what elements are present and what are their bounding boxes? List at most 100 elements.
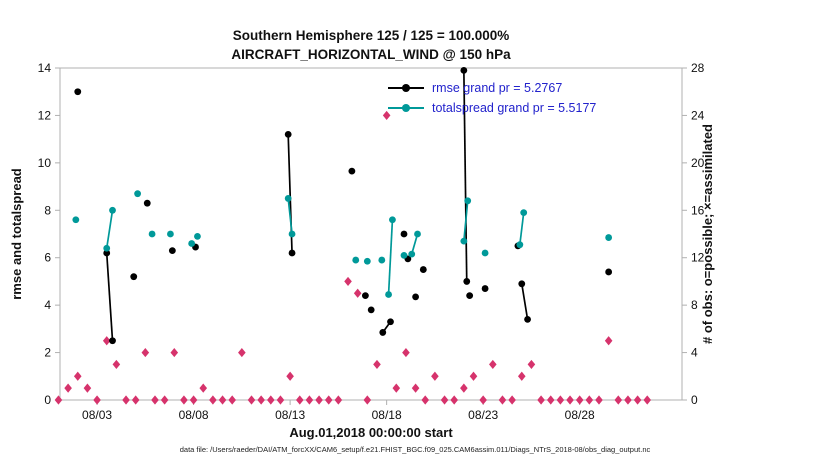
obs-count-marker bbox=[392, 383, 401, 393]
y-right-axis-label: # of obs: o=possible; ×=assimilated bbox=[700, 124, 715, 344]
obs-count-marker bbox=[363, 395, 372, 405]
obs-count-marker bbox=[151, 395, 159, 405]
obs-count-marker bbox=[286, 371, 294, 381]
obs-count-marker bbox=[257, 395, 265, 405]
totalspread-marker bbox=[103, 244, 111, 252]
x-axis-label: Aug.01,2018 00:00:00 start bbox=[289, 425, 453, 440]
totalspread-line bbox=[387, 219, 394, 295]
obs-count-marker bbox=[315, 395, 323, 405]
obs-count-marker bbox=[546, 395, 555, 405]
y-right-tick-label: 24 bbox=[691, 108, 705, 122]
obs-count-marker bbox=[411, 383, 420, 393]
totalspread-line bbox=[410, 233, 419, 255]
rmse-marker bbox=[463, 278, 471, 285]
totalspread-marker bbox=[167, 230, 174, 238]
obs-count-marker bbox=[267, 395, 275, 405]
x-tick-label: 08/08 bbox=[179, 408, 209, 422]
rmse-marker bbox=[460, 66, 468, 74]
obs-count-marker bbox=[64, 383, 72, 393]
y-right-tick-label: 12 bbox=[691, 251, 705, 265]
obs-count-marker bbox=[556, 395, 565, 405]
totalspread-marker bbox=[520, 209, 528, 217]
totalspread-marker bbox=[188, 240, 196, 247]
y-right-tick-label: 8 bbox=[691, 298, 698, 312]
x-tick-label: 08/13 bbox=[275, 408, 305, 422]
rmse-marker bbox=[284, 131, 292, 138]
legend-item-totalspread: totalspread grand pr = 5.5177 bbox=[388, 100, 596, 116]
obs-count-marker bbox=[228, 395, 236, 405]
obs-count-marker bbox=[382, 110, 391, 121]
y-right-tick-label: 4 bbox=[691, 346, 698, 360]
rmse-marker bbox=[348, 167, 356, 175]
axes-layer: 08/03 08/08 08/13 08/18 08/23 08/280246810121… bbox=[38, 61, 705, 422]
y-left-tick-label: 14 bbox=[38, 61, 52, 75]
rmse-marker bbox=[109, 337, 116, 345]
rmse-marker bbox=[74, 88, 82, 96]
obs-count-marker bbox=[373, 359, 381, 370]
obs-count-marker bbox=[604, 336, 613, 346]
x-tick-label: 08/28 bbox=[565, 408, 595, 422]
obs-count-marker bbox=[517, 371, 526, 381]
obs-count-marker bbox=[527, 359, 536, 370]
rmse-marker bbox=[524, 315, 531, 323]
obs-count-marker bbox=[633, 395, 642, 405]
obs-count-marker bbox=[508, 395, 516, 405]
y-left-tick-label: 8 bbox=[44, 203, 51, 217]
chart-title: Southern Hemisphere 125 / 125 = 100.000% bbox=[233, 28, 510, 43]
obs-count-marker bbox=[122, 395, 130, 405]
totalspread-marker bbox=[72, 216, 80, 224]
rmse-legend-label: rmse grand pr = 5.2767 bbox=[432, 81, 563, 95]
obs-count-marker bbox=[160, 395, 169, 405]
y-left-tick-label: 2 bbox=[44, 346, 51, 360]
totalspread-line bbox=[463, 200, 469, 242]
rmse-marker bbox=[288, 249, 296, 257]
obs-count-marker bbox=[643, 395, 652, 405]
obs-count-marker bbox=[305, 395, 314, 405]
obs-count-marker bbox=[54, 395, 63, 405]
x-tick-label: 08/03 bbox=[82, 408, 112, 422]
obs-count-marker bbox=[595, 395, 603, 405]
totalspread-legend-dot-icon bbox=[402, 104, 410, 112]
x-tick-label: 08/18 bbox=[372, 408, 402, 422]
totalspread-marker bbox=[148, 230, 156, 238]
y-right-tick-label: 16 bbox=[691, 203, 705, 217]
obs-count-marker bbox=[324, 395, 333, 405]
obs-count-marker bbox=[209, 395, 217, 405]
totalspread-marker bbox=[481, 249, 489, 257]
totalspread-marker bbox=[414, 230, 421, 238]
data-file-path: data file: /Users/raeder/DAI/ATM_forcXX/… bbox=[180, 445, 651, 454]
obs-count-marker bbox=[218, 395, 227, 405]
rmse-marker bbox=[466, 292, 474, 300]
totalspread-marker bbox=[464, 197, 472, 205]
totalspread-marker bbox=[400, 251, 408, 259]
totalspread-marker bbox=[363, 257, 371, 265]
totalspread-marker bbox=[288, 230, 296, 238]
obs-count-marker bbox=[344, 276, 352, 287]
obs-count-marker bbox=[431, 371, 439, 381]
rmse-legend-line-icon bbox=[388, 84, 424, 92]
totalspread-marker bbox=[284, 195, 292, 202]
obs-count-marker bbox=[93, 395, 101, 405]
totalspread-marker bbox=[385, 291, 392, 298]
obs-count-marker bbox=[112, 359, 121, 370]
totalspread-line bbox=[518, 212, 525, 245]
obs-count-marker bbox=[460, 383, 468, 393]
rmse-marker bbox=[412, 293, 419, 301]
totalspread-marker bbox=[516, 241, 524, 249]
rmse-marker bbox=[103, 249, 111, 257]
y-right-tick-label: 20 bbox=[691, 156, 705, 170]
totalspread-marker bbox=[389, 216, 396, 224]
y-left-tick-label: 4 bbox=[44, 298, 51, 312]
y-right-tick-label: 28 bbox=[691, 61, 705, 75]
obs-count-marker bbox=[498, 395, 507, 405]
totalspread-legend-label: totalspread grand pr = 5.5177 bbox=[432, 101, 597, 115]
rmse-marker bbox=[362, 292, 369, 300]
y-left-axis-label: rmse and totalspread bbox=[9, 168, 24, 300]
y-left-tick-label: 0 bbox=[44, 393, 51, 407]
rmse-line bbox=[463, 70, 468, 282]
obs-count-marker bbox=[180, 395, 188, 405]
obs-count-marker bbox=[102, 336, 111, 346]
obs-count-marker bbox=[276, 395, 285, 405]
totalspread-marker bbox=[352, 256, 360, 264]
